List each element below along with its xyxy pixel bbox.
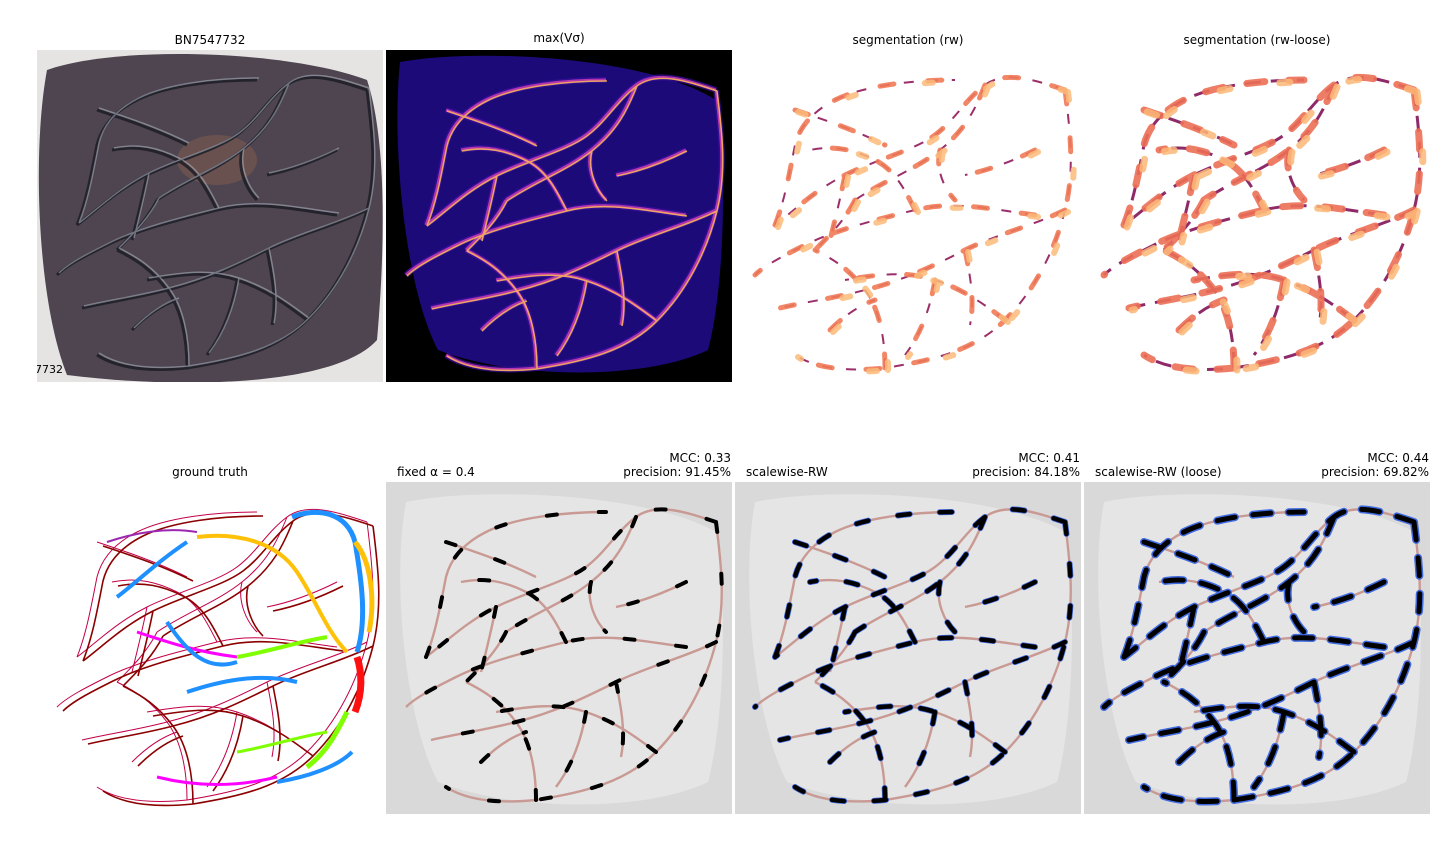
comparison-label-3: scalewise-RW (loose) [1095, 465, 1222, 479]
vesselness-title: max(Vσ) [533, 31, 585, 45]
comparison-map-scalewise-rw [735, 482, 1081, 814]
placenta-photo: 7732 [37, 50, 383, 382]
precision-value-1: precision: 91.45% [623, 465, 731, 479]
precision-value-2: precision: 84.18% [972, 465, 1080, 479]
seg-rw-title: segmentation (rw) [852, 33, 964, 47]
comparison-label-2: scalewise-RW [746, 465, 828, 479]
precision-value-3: precision: 69.82% [1321, 465, 1429, 479]
comparison-label-1: fixed α = 0.4 [397, 465, 475, 479]
seg-rw-loose-title: segmentation (rw-loose) [1183, 33, 1331, 47]
segmentation-rw [735, 50, 1081, 382]
photo-corner-label: 7732 [37, 363, 63, 376]
photo-title: BN7547732 [174, 33, 246, 47]
vesselness-map [386, 50, 732, 382]
mcc-value-3: MCC: 0.44 [1367, 451, 1429, 465]
mcc-value-1: MCC: 0.33 [669, 451, 731, 465]
segmentation-rw-loose [1084, 50, 1430, 382]
comparison-map-fixed-alpha [386, 482, 732, 814]
ground-truth-map [37, 482, 383, 814]
mcc-value-2: MCC: 0.41 [1018, 451, 1080, 465]
ground-truth-title: ground truth [172, 465, 248, 479]
comparison-map-scalewise-rw-loose [1084, 482, 1430, 814]
